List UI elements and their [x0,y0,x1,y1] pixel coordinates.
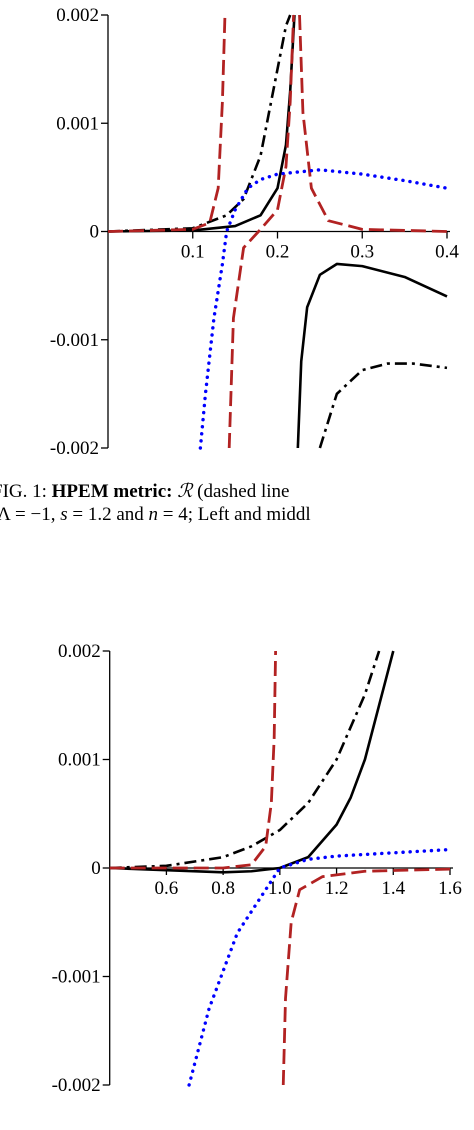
caption-line: FIG. 1: HPEM metric: ℛ (dashed line [0,481,289,502]
plot: -0.002 -0.001 0 0.001 0.002 0.1 0.2 0.3 0.4 [50,5,459,459]
curve [187,847,452,1087]
curve [108,14,448,449]
x-tick-label: 0.1 [181,242,205,263]
caption-text: Λ = −1, [0,504,60,525]
caption-text: (dashed line [192,481,289,502]
caption-text: FIG. 1: [0,481,52,502]
curves [109,650,452,1087]
y-tick-label: -0.002 [52,1075,101,1096]
x-tick-label: 1.2 [325,878,349,899]
y-tick-label: 0.002 [58,641,101,662]
x-tick-label: 1.6 [438,878,462,899]
y-tick-label: 0.001 [56,113,99,134]
caption-text: s [60,504,67,525]
curve [198,168,449,450]
y-tick-label: -0.002 [50,438,99,459]
y-tick-label: 0 [90,222,100,243]
x-tick-label: 1.0 [268,878,292,899]
x-tick-label: 1.4 [381,878,405,899]
curve [109,650,451,1086]
caption-text: ℛ [177,481,194,502]
y-tick-label: -0.001 [52,967,101,988]
x-tick-label: 0.6 [155,878,179,899]
y-tick-label: 0.001 [58,750,101,771]
curves [108,14,449,450]
caption-text: n [149,504,159,525]
x-tick-label: 0.4 [435,242,459,263]
y-tick-label: 0.002 [56,5,99,26]
caption-text: = 4; Left and middl [158,504,311,525]
x-tick-label: 0.8 [211,878,235,899]
y-tick-label: 0 [91,858,101,879]
curve [109,650,381,870]
x-tick-label: 0.2 [266,242,290,263]
x-tick-label: 0.3 [350,242,374,263]
curve [108,14,448,449]
caption-text: HPEM metric: [52,481,173,502]
caption-text: = 1.2 and [68,504,149,525]
curve [109,650,395,874]
y-tick-label: -0.001 [50,330,99,351]
caption-line: Λ = −1, s = 1.2 and n = 4; Left and midd… [0,504,311,525]
